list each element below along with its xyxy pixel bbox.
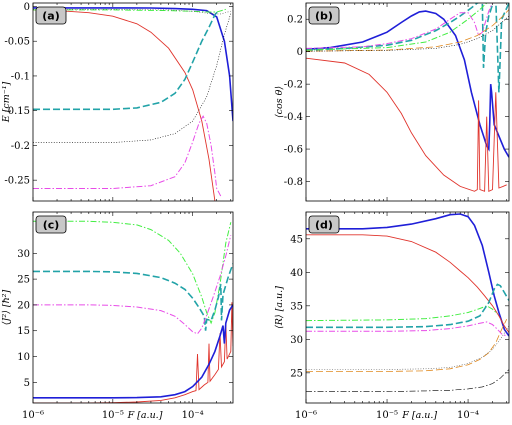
panel-d-series-3 <box>306 305 498 322</box>
panel-a: -0.25 -0.2 -0.15 -0.1 -0.05 0 E [cm⁻¹] (a) <box>1 2 234 202</box>
panel-b-frame <box>305 2 510 202</box>
panel-c-series-1 <box>33 220 232 325</box>
panel-b-ytick-label: -0.4 <box>284 112 303 123</box>
panel-b-ytick-label: -0.2 <box>284 80 303 91</box>
panel-a-series-3 <box>33 10 220 111</box>
panel-c-badge <box>35 215 67 234</box>
panel-a-frame <box>32 2 234 202</box>
panel-d-series-4 <box>306 283 509 329</box>
panel-a-ytick-label: 0 <box>24 2 30 13</box>
panel-d-ytick-label: 45 <box>290 234 303 245</box>
panel-a-series-1 <box>33 7 233 122</box>
panel-a-ytick-label: -0.15 <box>4 106 30 117</box>
panel-d-ytick-label: 25 <box>290 368 303 379</box>
panel-c-xtick-label: 10⁻⁴ <box>182 410 204 421</box>
panel-b-series-6 <box>306 9 509 52</box>
panel-a-ytick-label: -0.05 <box>4 37 30 48</box>
panel-c-xtick-label: 10⁻⁵ <box>102 410 124 421</box>
panel-b-ytick-label: 0 <box>297 47 303 58</box>
panel-d-series-7 <box>306 325 509 370</box>
panel-c-ytick-label: 10 <box>17 352 30 363</box>
panel-d-xtick-label: 10⁻⁴ <box>457 410 479 421</box>
panel-d: 25 30 35 40 45 10⁻⁶ 10⁻⁵ 10⁻⁴ F [a.u.] ⟨R⟩ [a.u.]… <box>274 211 510 421</box>
panel-d-series-8 <box>306 369 509 392</box>
panel-c: 5 10 15 20 25 30 10⁻⁶ 10⁻⁵ 10⁻⁴ F [a.u.] ⟨J²⟩ [ħ²]… <box>1 211 234 421</box>
panel-c-curves <box>33 220 233 403</box>
panel-c-series-4 <box>33 302 233 403</box>
panel-d-ytick-label: 30 <box>290 335 303 346</box>
panel-b-badge <box>308 6 340 25</box>
panel-b-series-1 <box>306 10 509 158</box>
panel-c-ytick-label: 15 <box>17 326 30 337</box>
panel-d-series-2 <box>306 234 509 333</box>
panel-d-series-5 <box>306 321 507 337</box>
panel-b-curves <box>306 3 509 192</box>
panel-d-curves <box>306 213 509 392</box>
panel-a-badge <box>35 6 67 25</box>
panel-a-ytick-label: -0.1 <box>11 71 30 82</box>
panel-a-curves <box>33 7 233 201</box>
panel-b-series-5 <box>306 3 488 51</box>
panel-b-series-3 <box>306 3 509 93</box>
panel-c-series-3 <box>33 235 232 335</box>
panel-c-ylabel: ⟨J²⟩ [ħ²] <box>1 290 12 326</box>
panel-d-ytick-label: 35 <box>290 301 303 312</box>
panel-a-series-4 <box>33 115 222 198</box>
panel-c-xlabel: F [a.u.] <box>127 410 163 421</box>
panel-d-ylabel: ⟨R⟩ [a.u.] <box>274 286 285 329</box>
panel-b-badge-label: (b) <box>315 10 333 23</box>
panel-c-ytick-label: 5 <box>24 378 30 389</box>
panel-a-ylabel: E [cm⁻¹] <box>1 81 12 123</box>
panel-d-series-1 <box>306 213 509 337</box>
panel-c-frame <box>32 211 234 404</box>
panel-a-series-2 <box>33 9 216 201</box>
panel-d-xtick-label: 10⁻⁵ <box>376 410 398 421</box>
panel-c-series-2 <box>33 263 233 331</box>
panel-a-series-6 <box>33 13 232 143</box>
panel-d-frame <box>305 211 510 404</box>
panel-d-series-6 <box>306 319 508 372</box>
panel-b-ytick-label: -0.8 <box>284 177 303 188</box>
panel-b-series-7 <box>306 15 509 52</box>
panel-a-ytick-label: -0.25 <box>4 176 30 187</box>
panel-d-badge <box>308 215 340 234</box>
panel-b-series-4 <box>306 3 493 49</box>
panel-c-ytick-label: 30 <box>17 249 30 260</box>
panel-c-series-5 <box>33 304 233 399</box>
panel-b-series-2 <box>306 57 507 192</box>
panel-d-xtick-label: 10⁻⁶ <box>295 410 317 421</box>
panel-a-badge-label: (a) <box>42 10 59 23</box>
panel-c-ytick-label: 20 <box>17 300 30 311</box>
panel-b-ylabel: ⟨cos θ⟩ <box>274 86 285 118</box>
panel-b-ytick-label: 0.2 <box>287 15 303 26</box>
panel-c-xtick-label: 10⁻⁶ <box>22 410 44 421</box>
panel-d-xlabel: F [a.u.] <box>401 410 437 421</box>
panel-a-ytick-label: -0.2 <box>11 141 30 152</box>
panel-a-series-7 <box>33 9 233 15</box>
panel-c-ytick-label: 25 <box>17 275 30 286</box>
panel-d-ytick-label: 40 <box>290 268 303 279</box>
panel-b-ytick-label: -0.6 <box>284 145 303 156</box>
panel-b: -0.8 -0.6 -0.4 -0.2 0 0.2 ⟨cos θ⟩ (b) <box>274 2 510 202</box>
panel-c-badge-label: (c) <box>43 219 60 232</box>
panel-d-badge-label: (d) <box>315 219 333 232</box>
